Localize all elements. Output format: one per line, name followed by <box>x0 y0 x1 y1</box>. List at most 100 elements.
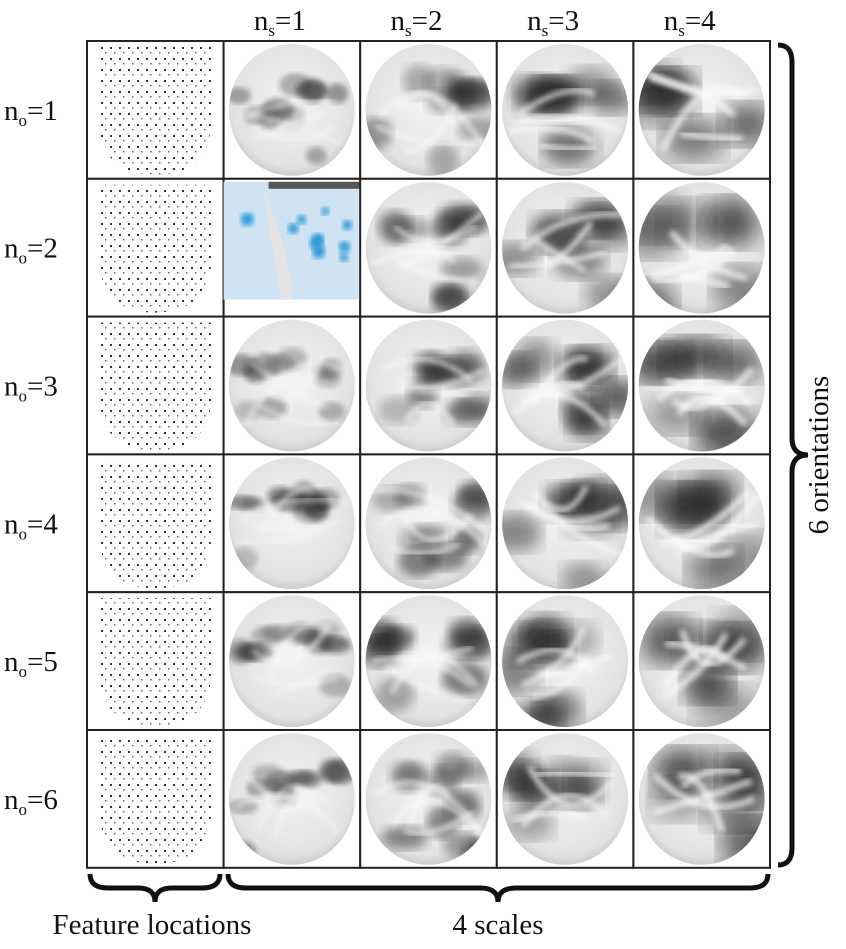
ridge <box>676 521 757 555</box>
image-cell <box>495 315 635 456</box>
ridge <box>263 355 325 401</box>
ridge <box>243 99 338 120</box>
ridge <box>671 366 755 411</box>
row-label: no=4 <box>4 508 58 543</box>
ridge <box>234 793 342 836</box>
face-map <box>638 181 765 314</box>
subscript: o <box>19 524 28 543</box>
equals-text: =1 <box>27 95 58 127</box>
feature-dots <box>99 322 212 451</box>
response-blob <box>687 547 740 590</box>
face-map <box>365 457 492 590</box>
response-blob <box>293 770 323 788</box>
response-blob <box>682 662 733 703</box>
artifact-blob <box>287 223 299 234</box>
features-brace <box>87 873 223 903</box>
symbol: n <box>4 646 19 678</box>
ridge <box>660 489 752 547</box>
feature-dots <box>99 47 212 175</box>
row-label: no=6 <box>4 784 58 819</box>
features-label: Feature locations <box>53 909 252 941</box>
face-map <box>502 595 629 728</box>
column-header: ns=4 <box>664 5 716 40</box>
equals-text: =4 <box>685 5 716 37</box>
ridge <box>393 257 478 284</box>
response-blob <box>584 82 629 114</box>
face-bg <box>228 319 355 452</box>
response-blob <box>325 83 348 104</box>
column-header: ns=3 <box>527 5 579 40</box>
ridge <box>381 357 474 383</box>
image-cell <box>222 315 362 456</box>
image-cell <box>222 729 362 869</box>
response-blob <box>241 359 263 380</box>
ridge <box>384 664 468 703</box>
ridge <box>404 103 458 154</box>
image-cell <box>495 177 635 318</box>
ridge <box>401 513 474 542</box>
response-blob <box>315 372 341 388</box>
response-blob <box>305 146 327 165</box>
image-cell <box>632 315 772 456</box>
response-blob <box>239 497 267 512</box>
response-blob <box>455 392 492 418</box>
ridge <box>376 507 488 548</box>
face-map <box>228 457 355 590</box>
response-blob <box>659 483 713 525</box>
response-blob <box>292 626 320 644</box>
face-map <box>365 43 492 176</box>
ridge <box>515 113 622 136</box>
artifact-blob <box>342 220 353 231</box>
ridge <box>251 110 326 142</box>
face-map <box>638 319 765 452</box>
response-blob <box>427 142 459 176</box>
ridge <box>661 632 729 699</box>
symbol: n <box>527 5 542 37</box>
ridge <box>518 498 621 524</box>
ridge <box>524 358 621 396</box>
subscript: o <box>19 249 28 268</box>
response-blob <box>291 497 328 523</box>
artifact-blob <box>296 215 307 225</box>
image-cell <box>632 591 772 732</box>
face-bg <box>365 181 492 314</box>
response-blob <box>440 257 483 281</box>
ridge <box>392 798 484 840</box>
symbol: n <box>254 5 269 37</box>
ridge <box>520 212 621 251</box>
response-blob <box>320 762 354 783</box>
ridge <box>251 622 332 664</box>
ridge <box>252 124 336 143</box>
response-blob <box>451 80 490 103</box>
response-blob <box>376 677 415 712</box>
ridge <box>649 243 730 280</box>
ridge <box>393 224 478 244</box>
response-blob <box>250 626 284 646</box>
subscript: s <box>268 21 275 40</box>
response-blob <box>411 524 449 549</box>
ridge <box>680 767 742 789</box>
face-map <box>228 732 355 865</box>
artifact-blob <box>339 252 349 262</box>
artifact-blob <box>338 241 351 253</box>
ridge <box>507 125 596 145</box>
image-cell <box>222 453 362 594</box>
artifact-gap <box>263 188 294 300</box>
ridge <box>526 765 614 808</box>
face-map <box>228 595 355 728</box>
ridge <box>395 384 470 399</box>
symbol: n <box>391 5 406 37</box>
ridge <box>257 404 328 426</box>
artifact-bar <box>268 181 361 189</box>
response-blob <box>389 217 434 241</box>
image-cell <box>632 40 772 180</box>
subscript: o <box>19 800 28 819</box>
image-cell <box>86 591 225 732</box>
ridge <box>653 246 736 284</box>
ridge <box>676 395 748 427</box>
ridge <box>395 367 486 390</box>
ridge <box>679 130 743 143</box>
side-label: 6 orientations <box>803 376 835 535</box>
ridge <box>679 629 747 667</box>
subscript: o <box>19 387 28 406</box>
